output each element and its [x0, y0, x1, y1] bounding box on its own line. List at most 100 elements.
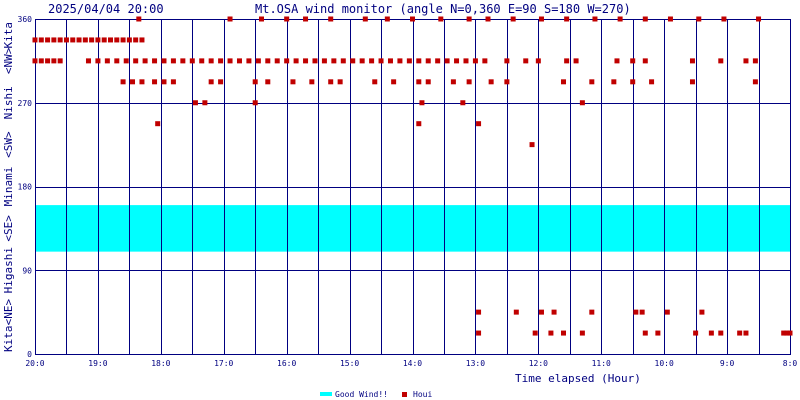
houi-point — [227, 16, 233, 22]
y-tick-label: 0 — [27, 350, 32, 359]
houi-point — [265, 58, 271, 64]
houi-point — [246, 58, 252, 64]
houi-point — [108, 37, 113, 43]
houi-point — [51, 58, 57, 64]
houi-point — [472, 58, 478, 64]
houi-point — [120, 37, 126, 43]
y-side-label: <NE> — [2, 299, 15, 326]
houi-point — [504, 58, 510, 64]
houi-point — [95, 58, 101, 64]
houi-point — [152, 58, 158, 64]
x-tick-label: 14:0 — [403, 359, 422, 368]
houi-point — [535, 58, 541, 64]
x-tick-label: 12:0 — [529, 359, 548, 368]
houi-point — [202, 100, 208, 106]
y-side-labels: Kita<NE>Higashi<SE>Minami<SW>Nishi<NW>Ki… — [2, 22, 15, 352]
houi-point — [130, 79, 136, 85]
houi-point — [133, 37, 139, 43]
y-tick-label: 360 — [18, 15, 33, 24]
houi-point — [369, 58, 375, 64]
houi-point — [416, 121, 422, 127]
houi-point — [406, 58, 412, 64]
houi-point — [756, 16, 762, 22]
houi-point — [252, 100, 258, 106]
houi-point — [284, 58, 290, 64]
houi-point — [303, 58, 309, 64]
houi-point — [152, 79, 158, 85]
houi-point — [136, 16, 142, 22]
houi-point — [208, 58, 214, 64]
houi-point — [170, 58, 176, 64]
houi-point — [95, 37, 101, 43]
houi-point — [523, 58, 529, 64]
y-side-label: Minami — [2, 167, 15, 207]
houi-point — [781, 330, 787, 336]
houi-point — [589, 309, 595, 315]
houi-point — [664, 309, 670, 315]
houi-point — [689, 58, 695, 64]
houi-point — [70, 37, 76, 43]
houi-point — [218, 79, 224, 85]
houi-point — [476, 121, 482, 127]
houi-point — [85, 58, 91, 64]
houi-point — [384, 16, 390, 22]
houi-point — [438, 16, 444, 22]
houi-point — [63, 37, 69, 43]
x-tick-label: 8:0 — [783, 359, 798, 368]
houi-point — [784, 330, 790, 336]
houi-point — [123, 58, 129, 64]
houi-point — [45, 37, 51, 43]
houi-point — [510, 16, 516, 22]
houi-point — [538, 16, 544, 22]
houi-point — [331, 58, 337, 64]
houi-point — [752, 79, 758, 85]
houi-point — [513, 309, 519, 315]
houi-point — [614, 58, 620, 64]
houi-point — [485, 16, 491, 22]
houi-point — [617, 16, 623, 22]
x-tick-label: 20:0 — [25, 359, 44, 368]
houi-point — [696, 16, 702, 22]
houi-point — [655, 330, 661, 336]
houi-point — [633, 309, 639, 315]
houi-point — [450, 79, 456, 85]
y-side-label: <NW> — [2, 47, 15, 74]
houi-point — [139, 79, 145, 85]
houi-point — [454, 58, 460, 64]
houi-point — [721, 16, 727, 22]
houi-point — [564, 58, 570, 64]
houi-point — [718, 330, 724, 336]
houi-point — [416, 79, 422, 85]
houi-point — [328, 79, 334, 85]
houi-point — [564, 16, 570, 22]
y-side-label: <SW> — [2, 131, 15, 158]
houi-point — [114, 37, 120, 43]
x-tick-label: 13:0 — [466, 359, 485, 368]
houi-point — [737, 330, 743, 336]
houi-point — [189, 58, 195, 64]
houi-point — [649, 79, 655, 85]
houi-point — [743, 330, 749, 336]
houi-point — [126, 37, 132, 43]
houi-point — [32, 58, 38, 64]
houi-point — [743, 58, 749, 64]
houi-point — [192, 100, 198, 106]
houi-point — [328, 16, 334, 22]
x-tick-label: 9:0 — [720, 359, 735, 368]
houi-point — [611, 79, 617, 85]
houi-point — [312, 58, 318, 64]
houi-point — [419, 100, 425, 106]
timestamp-label: 2025/04/04 20:00 — [48, 2, 164, 16]
houi-point — [293, 58, 299, 64]
houi-point — [425, 79, 431, 85]
houi-point — [38, 58, 44, 64]
houi-point — [133, 58, 139, 64]
x-tick-label: 17:0 — [214, 359, 233, 368]
houi-points — [32, 16, 793, 336]
houi-point — [303, 16, 309, 22]
legend-good-wind-swatch — [320, 392, 332, 396]
houi-point — [630, 79, 636, 85]
houi-point — [689, 79, 695, 85]
houi-point — [551, 309, 557, 315]
